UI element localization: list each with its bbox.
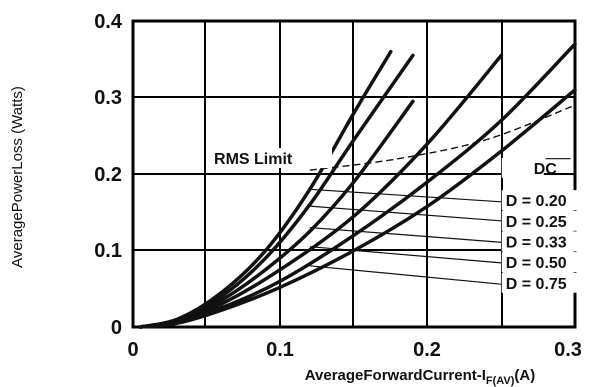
label-bg-d-0-25 [501, 210, 592, 231]
label-d-0-75: D = 0.75 [506, 276, 567, 293]
y-tick-0.2: 0.2 [94, 164, 122, 186]
x-axis-title-main: AverageForwardCurrent-I [305, 367, 486, 384]
label-d-0-20: D = 0.20 [506, 193, 567, 210]
rms-limit-label: RMS Limit [214, 151, 293, 168]
leader-d-0-50 [309, 246, 509, 265]
leader-d-0-20 [309, 188, 509, 203]
rms-limit-line [309, 104, 576, 171]
y-tick-labels: 0 0.1 0.2 0.3 0.4 [94, 11, 123, 339]
y-tick-0.3: 0.3 [94, 87, 122, 109]
label-d-0-50: D = 0.50 [506, 255, 567, 272]
series-curves [138, 42, 577, 329]
y-tick-0: 0 [111, 317, 122, 339]
x-tick-0.2: 0.2 [413, 339, 441, 361]
x-tick-0.1: 0.1 [266, 339, 294, 361]
label-d-0-33: D = 0.33 [506, 234, 567, 251]
leader-d-0-33 [309, 226, 509, 244]
curve-dc [138, 88, 577, 329]
y-axis-title: AveragePowerLoss (Watts) [9, 86, 26, 268]
x-axis-title: AverageForwardCurrent-IF(AV)(A) [305, 367, 536, 387]
label-bg-d-0-20 [501, 190, 592, 211]
x-axis-title-subscript: F(AV) [486, 375, 515, 387]
curve-d-0-33 [138, 99, 415, 329]
x-tick-0.3: 0.3 [554, 339, 582, 361]
y-tick-0.4: 0.4 [94, 11, 123, 33]
x-tick-labels: 0 0.1 0.2 0.3 [127, 339, 581, 361]
rms-limit-label-bg [208, 148, 333, 169]
leader-d-0-25 [309, 205, 509, 223]
x-tick-0: 0 [127, 339, 138, 361]
label-bg-d-0-75 [501, 272, 592, 293]
label-bg-dc [501, 158, 544, 178]
plot-frame [131, 19, 577, 329]
label-bg-d-0-50 [501, 252, 592, 273]
label-bg-d-0-33 [501, 231, 592, 252]
label-leaders [309, 158, 571, 286]
rms-limit-label-group: RMS Limit [208, 148, 333, 169]
label-d-0-25: D = 0.25 [506, 214, 567, 231]
leader-d-0-75 [309, 265, 509, 286]
x-axis-title-unit: (A) [514, 367, 535, 384]
series-labels: DC D = 0.20 D = 0.25 D = 0.33 D = 0.50 D = 0.… [501, 158, 592, 293]
y-tick-0.1: 0.1 [94, 240, 122, 262]
label-dc: DC [534, 161, 558, 178]
